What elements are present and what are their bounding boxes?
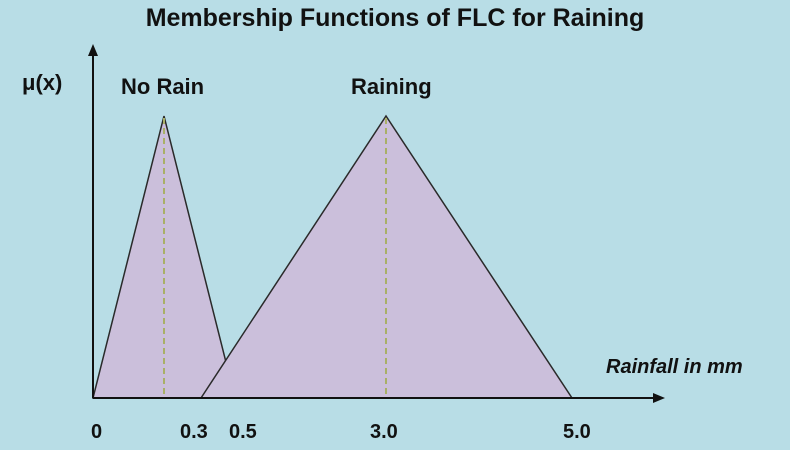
- raining-label: Raining: [351, 74, 432, 99]
- tick-label-5-0: 5.0: [563, 421, 591, 443]
- x-axis-label: Rainfall in mm: [606, 356, 743, 378]
- tick-label-0: 0: [91, 421, 103, 443]
- diagram-title: Membership Functions of FLC for Raining: [145, 4, 645, 32]
- tick-label-0-5: 0.5: [229, 421, 257, 443]
- tick-label-3-0: 3.0: [370, 421, 398, 443]
- no-rain-label: No Rain: [121, 74, 205, 99]
- tick-label-0-3: 0.3: [180, 421, 208, 443]
- x-axis-arrowhead: [653, 393, 665, 403]
- y-axis-label: μ(x): [22, 70, 63, 95]
- y-axis-arrowhead: [88, 44, 98, 56]
